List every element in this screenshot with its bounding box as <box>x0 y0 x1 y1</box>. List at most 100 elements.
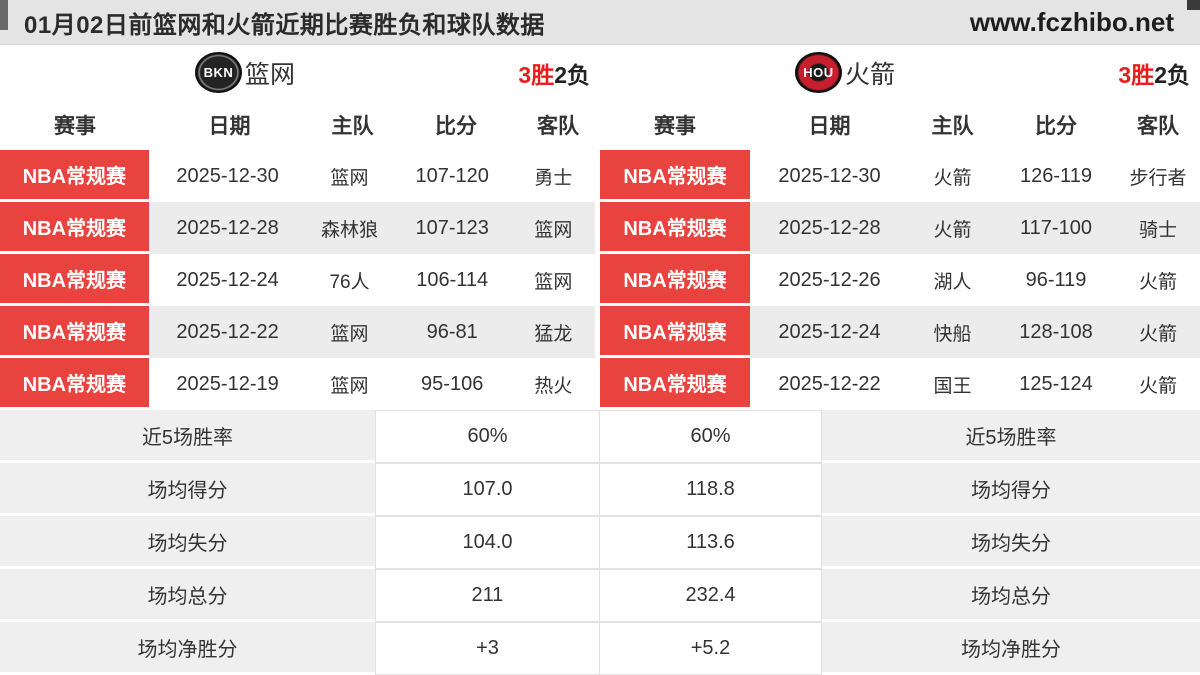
column-headers: 赛事 日期 主队 比分 客队 赛事 日期 主队 比分 客队 <box>0 100 1200 150</box>
home-team: 火箭 <box>933 167 972 189</box>
nets-matches-table: NBA常规赛 2025-12-30 篮网 107-120 勇士 NBA常规赛 2… <box>0 150 600 410</box>
match-score: 95-106 <box>421 372 484 395</box>
stat-label: 场均得分 <box>822 463 1200 516</box>
column-header-home: 主队 <box>331 115 374 138</box>
match-score: 125-124 <box>1019 372 1093 395</box>
stats-comparison: 近5场胜率 60% 60% 近5场胜率 场均得分 107.0 118.8 场均得… <box>0 410 1200 675</box>
league-badge: NBA常规赛 <box>0 202 149 251</box>
stats-row-avg-total: 场均总分 211 232.4 场均总分 <box>0 569 1200 622</box>
match-score: 128-108 <box>1019 320 1093 343</box>
left-edge-mark <box>0 0 8 30</box>
column-header-league: 赛事 <box>54 115 96 138</box>
column-header-home: 主队 <box>931 115 974 138</box>
nets-record: 3胜2负 <box>518 56 590 90</box>
home-team: 76人 <box>329 271 370 293</box>
league-badge: NBA常规赛 <box>600 150 750 199</box>
rockets-record: 3胜2负 <box>1118 56 1190 90</box>
nets-stat-value: 211 <box>375 569 600 622</box>
stat-label: 场均总分 <box>0 569 375 622</box>
nets-team-name: 篮网 <box>245 60 296 89</box>
nets-stat-value: +3 <box>375 622 600 675</box>
league-cell: NBA常规赛 <box>600 358 750 410</box>
match-score: 106-114 <box>416 268 489 291</box>
match-score: 107-123 <box>415 216 489 239</box>
nets-record-wins: 3胜 <box>518 61 555 88</box>
stat-label: 场均总分 <box>822 569 1200 622</box>
table-row: NBA常规赛 2025-12-30 火箭 126-119 步行者 <box>600 150 1200 202</box>
nets-team-logo-icon: BKN <box>195 52 242 93</box>
nets-stat-value: 104.0 <box>375 516 600 569</box>
rockets-stat-value: 113.6 <box>600 516 822 569</box>
away-team: 步行者 <box>1129 167 1187 189</box>
stats-row-avg-margin: 场均净胜分 +3 +5.2 场均净胜分 <box>0 622 1200 675</box>
rockets-stat-value: 232.4 <box>600 569 822 622</box>
league-cell: NBA常规赛 <box>0 358 149 410</box>
league-badge: NBA常规赛 <box>600 202 750 251</box>
home-team: 篮网 <box>330 375 369 397</box>
home-team: 火箭 <box>933 219 972 241</box>
stats-row-avg-points: 场均得分 107.0 118.8 场均得分 <box>0 463 1200 516</box>
column-header-date: 日期 <box>808 115 851 138</box>
league-badge: NBA常规赛 <box>600 358 750 407</box>
home-team: 森林狼 <box>321 219 379 241</box>
match-date: 2025-12-30 <box>176 164 279 187</box>
match-date: 2025-12-24 <box>176 268 279 291</box>
league-cell: NBA常规赛 <box>600 150 750 202</box>
column-header-away: 客队 <box>537 115 579 138</box>
stat-label: 场均失分 <box>822 516 1200 569</box>
stat-label: 场均得分 <box>0 463 375 516</box>
rockets-record-wins: 3胜 <box>1118 61 1155 88</box>
column-header-league: 赛事 <box>654 115 696 138</box>
rockets-logo-abbr: HOU <box>803 65 834 80</box>
match-score: 126-119 <box>1020 164 1092 187</box>
table-row: NBA常规赛 2025-12-22 国王 125-124 火箭 <box>600 358 1200 410</box>
match-date: 2025-12-30 <box>778 164 881 187</box>
league-cell: NBA常规赛 <box>600 254 750 306</box>
rockets-stat-value: +5.2 <box>600 622 822 675</box>
league-badge: NBA常规赛 <box>600 254 750 303</box>
league-badge: NBA常规赛 <box>600 306 750 355</box>
table-row: NBA常规赛 2025-12-28 森林狼 107-123 篮网 <box>0 202 600 254</box>
match-score: 96-119 <box>1025 268 1087 291</box>
table-row: NBA常规赛 2025-12-28 火箭 117-100 骑士 <box>600 202 1200 254</box>
away-team: 猛龙 <box>534 323 573 345</box>
home-team: 国王 <box>933 375 972 397</box>
table-row: NBA常规赛 2025-12-26 湖人 96-119 火箭 <box>600 254 1200 306</box>
match-date: 2025-12-22 <box>176 320 279 343</box>
league-cell: NBA常规赛 <box>0 254 149 306</box>
team-headers: BKN 篮网 3胜2负 HOU 火箭 3胜2负 <box>0 45 1200 100</box>
nets-record-losses: 2负 <box>554 61 590 88</box>
league-cell: NBA常规赛 <box>0 306 149 358</box>
column-headers-nets: 赛事 日期 主队 比分 客队 <box>0 100 600 150</box>
league-cell: NBA常规赛 <box>600 306 750 358</box>
rockets-team-name: 火箭 <box>845 60 896 89</box>
site-watermark: www.fczhibo.net <box>969 6 1174 37</box>
stat-label: 近5场胜率 <box>822 410 1200 463</box>
home-team: 快船 <box>933 323 972 345</box>
stat-label: 近5场胜率 <box>0 410 375 463</box>
match-date: 2025-12-26 <box>778 268 881 291</box>
match-date: 2025-12-24 <box>778 320 881 343</box>
away-team: 火箭 <box>1138 375 1177 397</box>
home-team: 篮网 <box>330 323 369 345</box>
home-team: 篮网 <box>330 167 369 189</box>
home-team: 湖人 <box>933 271 972 293</box>
table-row: NBA常规赛 2025-12-19 篮网 95-106 热火 <box>0 358 600 410</box>
match-tables: NBA常规赛 2025-12-30 篮网 107-120 勇士 NBA常规赛 2… <box>0 150 1200 410</box>
column-header-score: 比分 <box>435 115 477 138</box>
away-team: 勇士 <box>534 167 573 189</box>
away-team: 火箭 <box>1138 323 1177 345</box>
match-score: 96-81 <box>426 320 478 343</box>
column-header-score: 比分 <box>1035 115 1077 138</box>
team-header-rockets: HOU 火箭 3胜2负 <box>600 45 1200 100</box>
top-right-corner-mark <box>1187 0 1200 10</box>
league-badge: NBA常规赛 <box>0 306 149 355</box>
nets-stat-value: 60% <box>375 410 600 463</box>
team-header-nets: BKN 篮网 3胜2负 <box>0 45 600 100</box>
stat-label: 场均净胜分 <box>822 622 1200 675</box>
rockets-stat-value: 118.8 <box>600 463 822 516</box>
league-badge: NBA常规赛 <box>0 254 149 303</box>
match-date: 2025-12-28 <box>176 216 279 239</box>
rockets-stat-value: 60% <box>600 410 822 463</box>
